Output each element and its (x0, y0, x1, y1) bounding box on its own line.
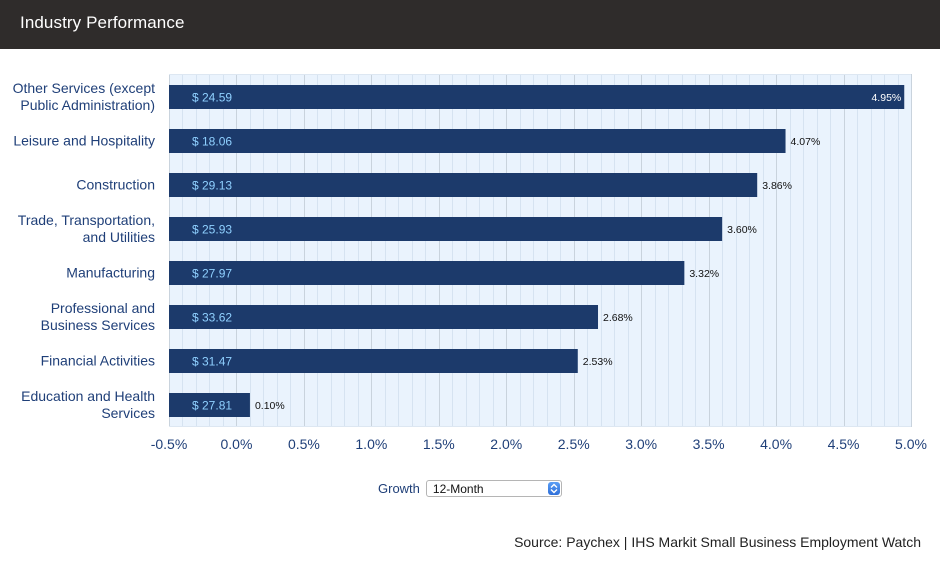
x-tick-label: -0.5% (151, 436, 188, 452)
category-label: Business Services (41, 317, 155, 333)
x-tick-label: 2.0% (490, 436, 522, 452)
growth-label: Growth (378, 481, 420, 496)
bar-wage-label: $ 18.06 (192, 135, 232, 149)
growth-controls: Growth 12-Month (378, 479, 562, 498)
bar (169, 393, 250, 417)
category-label: Professional and (51, 300, 155, 316)
select-arrows-icon (547, 482, 560, 495)
x-tick-label: 3.0% (625, 436, 657, 452)
category-label: Public Administration) (20, 97, 155, 113)
bar-value-label: 3.86% (762, 180, 792, 192)
category-label: Trade, Transportation, (18, 212, 155, 228)
category-label: Other Services (except (13, 80, 155, 96)
category-label: Financial Activities (41, 353, 155, 369)
x-tick-label: 2.5% (558, 436, 590, 452)
plot-background (169, 74, 911, 427)
bar-wage-label: $ 31.47 (192, 355, 232, 369)
bar (169, 349, 578, 373)
x-tick-label: 5.0% (895, 436, 927, 452)
bar-wage-label: $ 25.93 (192, 223, 232, 237)
x-tick-label: 4.0% (760, 436, 792, 452)
bar-wage-label: $ 29.13 (192, 179, 232, 193)
category-label: and Utilities (83, 229, 155, 245)
x-tick-label: 1.5% (423, 436, 455, 452)
industry-growth-chart: $ 24.59 4.95% Other Services (exceptPublic… (13, 74, 927, 452)
period-select-value: 12-Month (432, 482, 484, 496)
x-tick-label: 0.5% (288, 436, 320, 452)
bar-value-label: 2.53% (583, 356, 613, 368)
x-tick-label: 0.0% (220, 436, 252, 452)
bar (169, 129, 786, 153)
category-label: Construction (76, 177, 155, 193)
source-note: Source: Paychex | IHS Markit Small Busin… (514, 534, 921, 550)
bar (169, 217, 723, 241)
category-label: Manufacturing (66, 265, 155, 281)
x-tick-label: 1.0% (355, 436, 387, 452)
bar (169, 305, 599, 329)
category-label: Leisure and Hospitality (13, 133, 155, 149)
page-title: Industry Performance (20, 13, 185, 32)
category-label: Services (101, 405, 155, 421)
header-bar: Industry Performance (0, 0, 940, 49)
bar-wage-label: $ 27.97 (192, 267, 232, 281)
bar-value-label: 3.32% (689, 268, 719, 280)
bar-value-label: 4.07% (791, 136, 821, 148)
bar-wage-label: $ 27.81 (192, 399, 232, 413)
period-select[interactable]: 12-Month (425, 480, 562, 497)
bar-value-label: 3.60% (727, 224, 757, 236)
x-tick-label: 3.5% (693, 436, 725, 452)
bar-wage-label: $ 24.59 (192, 91, 232, 105)
category-label: Education and Health (21, 388, 155, 404)
bar (169, 85, 905, 109)
bar-wage-label: $ 33.62 (192, 311, 232, 325)
bar-value-label: 0.10% (255, 400, 285, 412)
bar (169, 173, 758, 197)
x-tick-label: 4.5% (828, 436, 860, 452)
bar-value-label: 2.68% (603, 312, 633, 324)
bar-value-label: 4.95% (871, 92, 901, 104)
bar (169, 261, 685, 285)
